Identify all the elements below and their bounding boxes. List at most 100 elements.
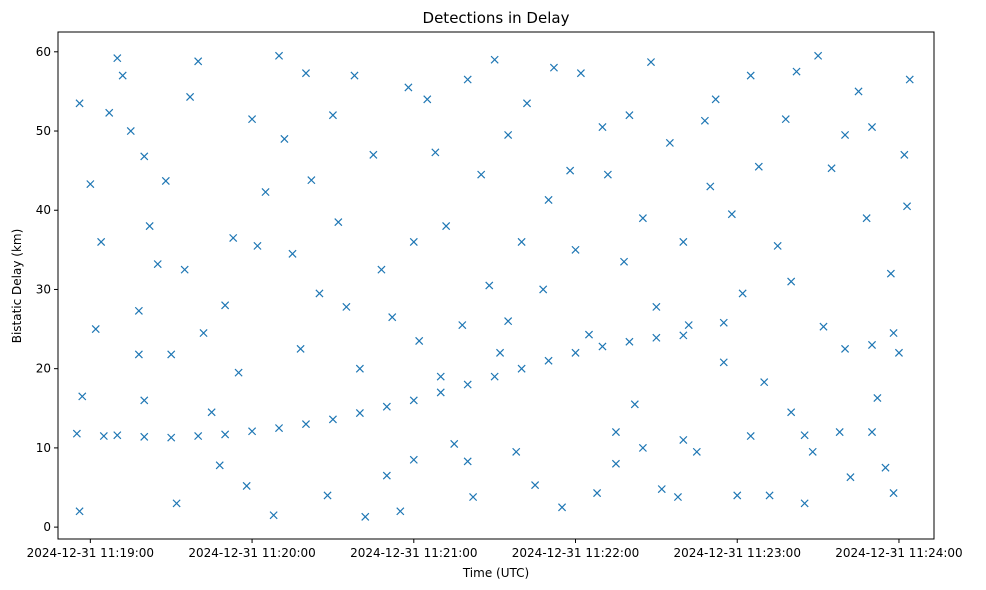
plot-marks — [72, 51, 914, 521]
data-point — [355, 364, 364, 373]
data-point — [409, 237, 418, 246]
data-point — [134, 350, 143, 359]
data-point — [328, 111, 337, 120]
x-tick-label: 2024-12-31 11:22:00 — [512, 546, 639, 560]
data-point — [463, 457, 472, 466]
y-tick-label: 50 — [36, 124, 51, 138]
data-point — [754, 162, 763, 171]
data-point — [140, 432, 149, 441]
data-point — [746, 71, 755, 80]
data-point — [404, 83, 413, 92]
data-point — [603, 170, 612, 179]
data-point — [229, 233, 238, 242]
data-point — [186, 92, 195, 101]
data-point — [323, 491, 332, 500]
data-point — [234, 368, 243, 377]
data-point — [903, 202, 912, 211]
data-point — [194, 57, 203, 66]
data-point — [819, 322, 828, 331]
data-point — [180, 265, 189, 274]
data-point — [881, 463, 890, 472]
data-point — [221, 301, 230, 310]
data-point — [396, 507, 405, 516]
data-point — [172, 499, 181, 508]
data-point — [522, 99, 532, 108]
data-point — [78, 392, 87, 401]
data-point — [598, 342, 607, 351]
data-point — [905, 75, 914, 84]
data-point — [760, 378, 769, 387]
data-point — [140, 152, 149, 161]
data-point — [113, 431, 122, 440]
data-point — [673, 492, 682, 502]
data-point — [652, 333, 661, 342]
data-point — [517, 237, 526, 246]
data-point — [355, 409, 364, 418]
data-point — [827, 164, 836, 173]
data-point — [800, 431, 809, 440]
data-point — [841, 130, 850, 140]
data-point — [140, 396, 149, 405]
data-point — [450, 439, 459, 448]
data-point — [113, 54, 122, 63]
y-tick-label: 20 — [36, 362, 51, 376]
data-point — [512, 447, 521, 456]
data-point — [221, 430, 230, 439]
data-point — [296, 344, 305, 353]
data-point — [118, 71, 127, 80]
x-tick-label: 2024-12-31 11:24:00 — [835, 546, 962, 560]
data-point — [105, 108, 114, 117]
data-point — [630, 400, 639, 409]
y-tick-label: 0 — [43, 520, 51, 534]
data-point — [854, 87, 863, 96]
data-point — [423, 95, 432, 104]
data-point — [134, 306, 143, 315]
data-point — [894, 348, 903, 357]
data-point — [504, 317, 513, 326]
data-point — [544, 195, 553, 204]
data-point — [593, 489, 602, 498]
data-point — [867, 123, 877, 132]
data-point — [194, 431, 203, 441]
x-tick-label: 2024-12-31 11:21:00 — [350, 546, 477, 560]
data-point — [814, 51, 823, 60]
data-point — [841, 344, 850, 353]
data-point — [700, 116, 709, 125]
data-point — [153, 260, 162, 269]
data-point — [719, 358, 728, 367]
x-axis-title: Time (UTC) — [462, 566, 529, 580]
data-point — [167, 433, 176, 442]
data-point — [733, 491, 742, 500]
data-point — [248, 115, 257, 124]
data-point — [566, 166, 575, 175]
data-point — [576, 69, 585, 78]
data-point — [886, 269, 895, 278]
data-point — [531, 481, 540, 490]
data-point — [436, 388, 445, 397]
data-point — [431, 148, 440, 157]
y-tick-label: 60 — [36, 45, 51, 59]
data-point — [242, 481, 251, 490]
data-point — [75, 99, 84, 108]
data-point — [652, 302, 661, 311]
data-point — [415, 336, 424, 345]
data-point — [835, 428, 844, 437]
data-point — [808, 447, 817, 456]
data-point — [692, 447, 701, 456]
y-axis: 0 10 20 30 40 50 60 — [36, 45, 58, 534]
data-point — [889, 329, 898, 338]
data-point — [549, 63, 558, 72]
data-point — [800, 499, 809, 508]
data-point — [248, 427, 257, 436]
y-axis-title: Bistatic Delay (km) — [10, 229, 24, 344]
data-point — [288, 249, 297, 258]
data-point — [665, 138, 674, 147]
data-point — [490, 55, 499, 64]
data-point — [463, 75, 472, 84]
data-point — [867, 428, 877, 437]
data-point — [253, 241, 262, 250]
data-point — [261, 187, 270, 197]
data-point — [301, 420, 310, 429]
data-point — [867, 340, 877, 349]
